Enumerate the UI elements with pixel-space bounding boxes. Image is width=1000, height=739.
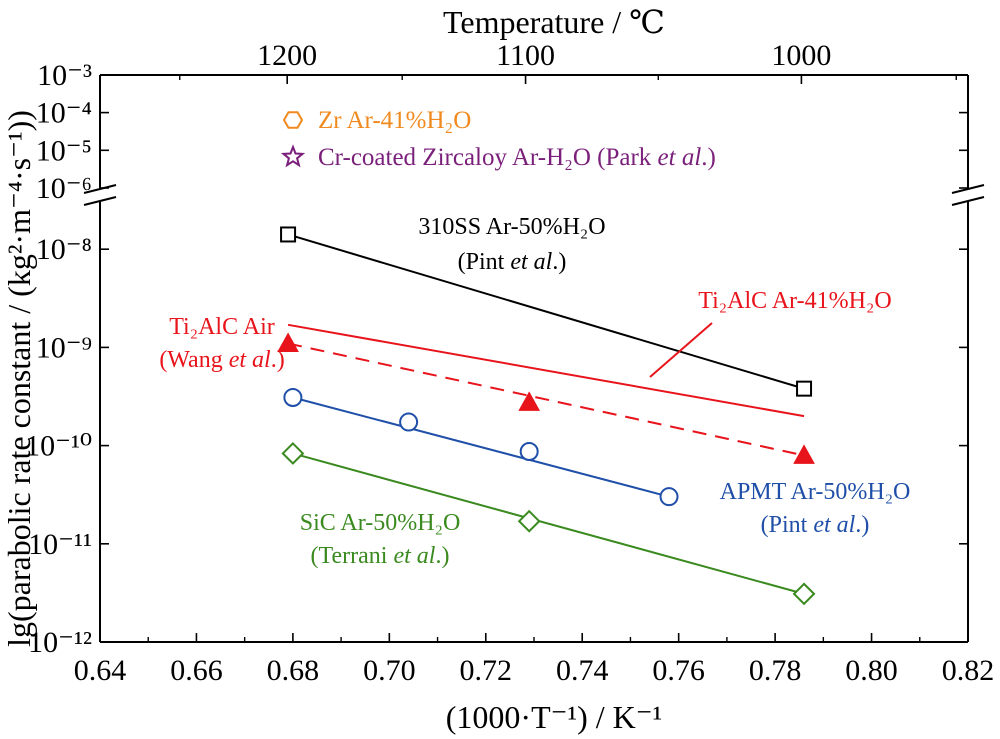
- x-tick-label: 0.68: [267, 654, 320, 687]
- annotation-label: (Pint et al.): [761, 512, 870, 538]
- y-tick-label: 10⁻¹⁰: [25, 430, 92, 463]
- annotation-text-segment: 310SS Ar-50%H₂O: [418, 214, 605, 240]
- series-line: [292, 452, 805, 595]
- x-tick-label: 0.78: [749, 654, 802, 687]
- axis-break-mark-right: [951, 196, 985, 206]
- annotation-label: Ti₂AlC Air: [169, 314, 275, 340]
- data-point: [280, 226, 297, 243]
- data-point: [793, 444, 815, 464]
- x-tick-label: 0.72: [460, 654, 513, 687]
- y-axis-title: lg(parabolic rate constant / (kg²·m⁻⁴·s⁻…: [1, 110, 37, 647]
- series-line: [292, 396, 670, 498]
- annotation-label: (Terrani et al.): [311, 543, 450, 569]
- annotation-text-segment: Ti₂AlC Air: [169, 314, 275, 340]
- x2-tick-label: 1100: [496, 39, 555, 72]
- legend-label: Cr-coated Zircaloy Ar-H₂O (Park et al.): [318, 144, 716, 171]
- x-tick-label: 0.76: [652, 654, 705, 687]
- series-markers: [277, 111, 816, 606]
- x-tick-label: 0.80: [845, 654, 898, 687]
- x2-tick-label: 1200: [257, 39, 317, 72]
- chart-text: 0.64 0.66 0.68 0.70 0.72 0.74 0.76 0.78 0.80 0.82…: [1, 4, 994, 735]
- y-tick-label-upper: 10⁻³: [37, 59, 92, 92]
- data-point: [283, 387, 303, 407]
- data-point: [659, 487, 679, 507]
- series-line: [287, 323, 805, 418]
- annotation-label: (Wang et al.): [159, 347, 284, 373]
- annotation-text-segment: (Pint: [458, 249, 511, 275]
- annotation-text-segment: (Pint: [761, 512, 814, 538]
- annotation-text-segment: et al: [393, 543, 435, 569]
- y-tick-label: 10⁻¹¹: [28, 528, 92, 561]
- y-tick-label: 10⁻⁹: [36, 331, 92, 364]
- annotation-text-segment: Ti₂AlC Ar-41%H₂O: [698, 288, 891, 314]
- x2-axis-title: Temperature / ℃: [443, 4, 665, 40]
- annotation-text-segment: .): [552, 249, 566, 275]
- y-tick-label-upper: 10⁻⁶: [36, 172, 92, 205]
- axis-ticks: [99, 74, 969, 643]
- annotation-text-segment: Zr Ar-41%H₂O: [318, 107, 471, 134]
- data-point: [277, 332, 299, 352]
- y-tick-label: 10⁻¹²: [28, 626, 92, 659]
- series-line: [287, 233, 805, 390]
- x-tick-label: 0.70: [363, 654, 416, 687]
- annotation-text-segment: Cr-coated Zircaloy Ar-H₂O (Park: [318, 144, 658, 171]
- data-point: [518, 391, 541, 411]
- annotation-text-segment: et al: [658, 144, 702, 171]
- x-tick-label: 0.66: [170, 654, 223, 687]
- axis-break-mark-right: [951, 184, 985, 194]
- annotation-label: 310SS Ar-50%H₂O: [418, 214, 605, 240]
- data-point: [796, 380, 813, 397]
- annotation-label: APMT Ar-50%H₂O: [720, 479, 911, 505]
- axis-break-mark-left: [83, 184, 117, 194]
- series-line: [287, 342, 805, 457]
- annotation-text-segment: .): [701, 144, 716, 171]
- series-lines: [287, 233, 805, 595]
- data-point: [399, 412, 419, 432]
- x-axis-title: (1000·T⁻¹) / K⁻¹: [446, 699, 662, 735]
- annotation-text-segment: APMT Ar-50%H₂O: [720, 479, 911, 505]
- legend-label: Zr Ar-41%H₂O: [318, 107, 471, 134]
- legend-hexagon-icon: [282, 111, 304, 129]
- annotation-label: SiC Ar-50%H₂O: [300, 510, 461, 536]
- x-tick-label: 0.82: [942, 654, 995, 687]
- y-tick-label-upper: 10⁻⁴: [36, 97, 92, 130]
- x-tick-label: 0.64: [74, 654, 127, 687]
- annotation-text-segment: (Wang: [159, 347, 228, 373]
- annotation-text-segment: et al: [510, 249, 552, 275]
- axis-break-mark-left: [83, 196, 117, 206]
- data-point: [519, 441, 539, 461]
- annotation-leader-line: [649, 322, 713, 378]
- data-point: [281, 442, 305, 465]
- legend-star-icon: [280, 144, 306, 168]
- x2-tick-label: 1000: [771, 39, 831, 72]
- annotation-text-segment: .): [855, 512, 869, 538]
- annotation-text-segment: (Terrani: [311, 543, 394, 569]
- annotation-label: Ti₂AlC Ar-41%H₂O: [698, 288, 891, 314]
- annotation-text-segment: et al: [229, 347, 271, 373]
- data-point: [792, 582, 816, 606]
- x-tick-label: 0.74: [556, 654, 609, 687]
- y-tick-label: 10⁻⁸: [36, 233, 92, 266]
- annotation-label: (Pint et al.): [458, 249, 567, 275]
- annotation-text-segment: et al: [813, 512, 855, 538]
- y-tick-label-upper: 10⁻⁵: [36, 134, 92, 167]
- annotation-text-segment: .): [271, 347, 285, 373]
- annotation-text-segment: SiC Ar-50%H₂O: [300, 510, 461, 536]
- annotation-text-segment: .): [435, 543, 449, 569]
- data-point: [517, 509, 541, 533]
